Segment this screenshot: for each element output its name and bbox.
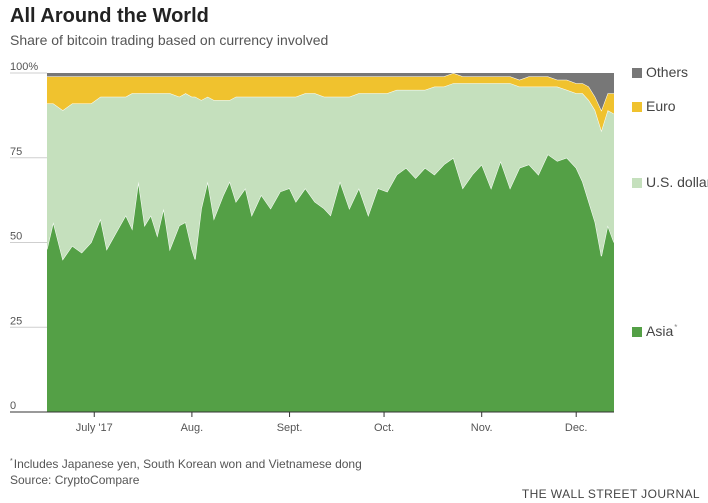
legend-label-asia: Asia <box>646 323 674 339</box>
legend-item-others: Others <box>632 64 688 80</box>
series-area-u-s-dollar <box>47 83 614 260</box>
y-tick-label: 50 <box>10 231 22 243</box>
series-area-others <box>47 73 614 111</box>
footnote-marker: * <box>10 458 13 465</box>
chart-subtitle: Share of bitcoin trading based on curren… <box>10 32 329 48</box>
source-note: Source: CryptoCompare <box>10 473 140 487</box>
x-tick-label: Dec. <box>565 422 588 434</box>
legend-item-usd: U.S. dollar <box>632 174 708 190</box>
legend-label-usd: U.S. dollar <box>646 174 708 190</box>
series-area-asia <box>47 154 614 412</box>
x-tick-label: Aug. <box>181 422 204 434</box>
legend-swatch-euro <box>632 102 642 112</box>
chart-title: All Around the World <box>10 5 209 27</box>
y-tick-label: 100% <box>10 61 38 73</box>
x-tick-label: July '17 <box>76 422 113 434</box>
legend-swatch-asia <box>632 327 642 337</box>
footnote: *Includes Japanese yen, South Korean won… <box>10 457 362 471</box>
series-area-euro <box>47 73 614 131</box>
x-tick-label: Nov. <box>471 422 493 434</box>
x-axis: July '17 Aug. Sept. Oct. Nov. Dec. <box>10 411 614 434</box>
publisher-brand: THE WALL STREET JOURNAL <box>521 487 700 501</box>
series-areas <box>46 72 615 412</box>
legend-item-asia: Asia* <box>632 323 677 339</box>
x-tick-label: Sept. <box>277 422 303 434</box>
y-tick-label: 25 <box>10 315 22 327</box>
y-tick-label: 0 <box>10 400 16 412</box>
legend-item-euro: Euro <box>632 98 676 114</box>
x-tick-label: Oct. <box>374 422 394 434</box>
legend-label-others: Others <box>646 64 689 80</box>
legend-swatch-usd <box>632 178 642 188</box>
legend-swatch-others <box>632 68 642 78</box>
y-tick-label: 75 <box>10 146 22 158</box>
y-axis: 0 25 50 75 100% <box>10 61 47 413</box>
legend-label-euro: Euro <box>646 98 676 114</box>
footnote-text: Includes Japanese yen, South Korean won … <box>13 457 362 471</box>
legend-asia-footnote-marker: * <box>674 323 678 332</box>
